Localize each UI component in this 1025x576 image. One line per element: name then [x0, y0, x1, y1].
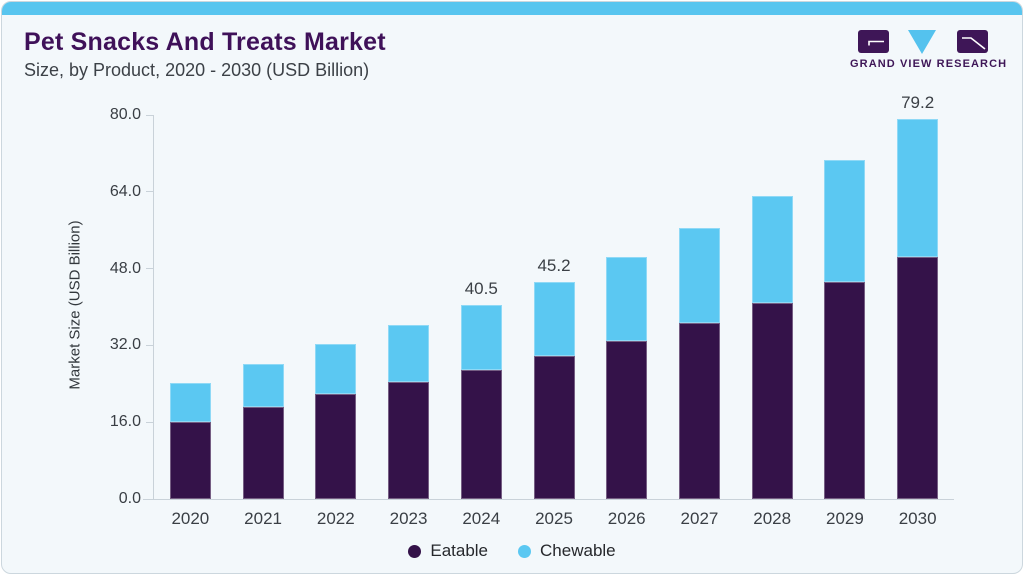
bar-segment-eatable [169, 422, 211, 499]
y-tick-label: 64.0 [109, 182, 141, 200]
y-axis-tick [146, 344, 153, 346]
bar-segment-chewable [460, 304, 502, 371]
legend-marker-chewable [518, 544, 532, 558]
bar-segment-eatable [533, 356, 575, 499]
bar-segment-eatable [606, 340, 648, 499]
legend-label: Eatable [430, 541, 489, 560]
bar-value-label: 40.5 [464, 278, 498, 298]
gvr-logo-icon [857, 30, 988, 54]
y-tick-label: 80.0 [109, 106, 141, 123]
bar-value-label: 79.2 [901, 92, 935, 112]
bar-value-label: 45.2 [537, 256, 571, 276]
x-tick-label: 2021 [244, 509, 282, 528]
bar-segment-chewable [751, 195, 793, 304]
page-subtitle: Size, by Product, 2020 - 2030 (USD Billi… [24, 60, 370, 80]
grand-view-research-logo: GRAND VIEW RESEARCH [850, 29, 1008, 70]
x-tick-label: 2024 [462, 509, 501, 528]
legend-marker-eatable [408, 544, 422, 558]
legend-item-eatable: Eatable [408, 541, 488, 561]
bar-segment-chewable [242, 363, 284, 408]
bar-segment-eatable [242, 407, 284, 499]
bar-segment-chewable [897, 118, 939, 258]
x-tick-label: 2027 [680, 509, 719, 528]
chart-header: Pet Snacks And Treats Market Size, by Pr… [2, 15, 1022, 81]
top-accent-bar [2, 2, 1022, 15]
bar-segment-eatable [460, 370, 502, 499]
x-tick-label: 2020 [171, 509, 210, 528]
legend-label: Chewable [540, 541, 616, 560]
y-axis-tick [146, 498, 153, 500]
chart-legend: Eatable Chewable [2, 541, 1022, 561]
bar-segment-chewable [533, 282, 575, 357]
bar-segment-eatable [751, 303, 793, 499]
y-tick-label: 0.0 [118, 490, 141, 507]
x-tick-label: 2022 [316, 509, 355, 528]
legend-item-chewable: Chewable [518, 541, 616, 561]
bar-segment-chewable [388, 324, 430, 382]
y-axis-tick [146, 191, 153, 193]
page-title: Pet Snacks And Treats Market [24, 28, 386, 56]
bar-segment-chewable [315, 344, 357, 395]
title-block: Pet Snacks And Treats Market Size, by Pr… [24, 28, 386, 81]
bar-segment-eatable [678, 322, 720, 499]
bar-segment-chewable [678, 227, 720, 323]
y-axis-tick [146, 421, 153, 423]
bar-segment-eatable [897, 257, 939, 499]
y-tick-label: 16.0 [109, 413, 141, 431]
x-tick-label: 2030 [898, 509, 937, 528]
x-tick-label: 2023 [389, 509, 428, 528]
y-axis-title: Market Size (USD Billion) [66, 220, 84, 390]
bar-segment-eatable [315, 394, 357, 499]
bar-segment-chewable [824, 160, 866, 283]
bar-segment-eatable [824, 282, 866, 499]
x-tick-label: 2029 [825, 509, 864, 528]
x-tick-label: 2025 [535, 509, 573, 528]
bar-segment-chewable [169, 382, 211, 423]
y-axis-tick [146, 268, 153, 270]
plot-area: 0.0 16.0 32.0 48.0 64.0 80.0 2020 2021 2022 2023 4… [110, 93, 954, 528]
y-tick-label: 48.0 [109, 259, 141, 277]
bar-segment-chewable [606, 257, 648, 341]
logo-text: GRAND VIEW RESEARCH [850, 58, 1008, 70]
x-tick-label: 2028 [753, 509, 792, 528]
y-axis-tick [146, 114, 153, 116]
x-tick-label: 2026 [607, 509, 646, 528]
y-tick-label: 32.0 [109, 336, 141, 354]
bar-segment-eatable [388, 381, 430, 499]
